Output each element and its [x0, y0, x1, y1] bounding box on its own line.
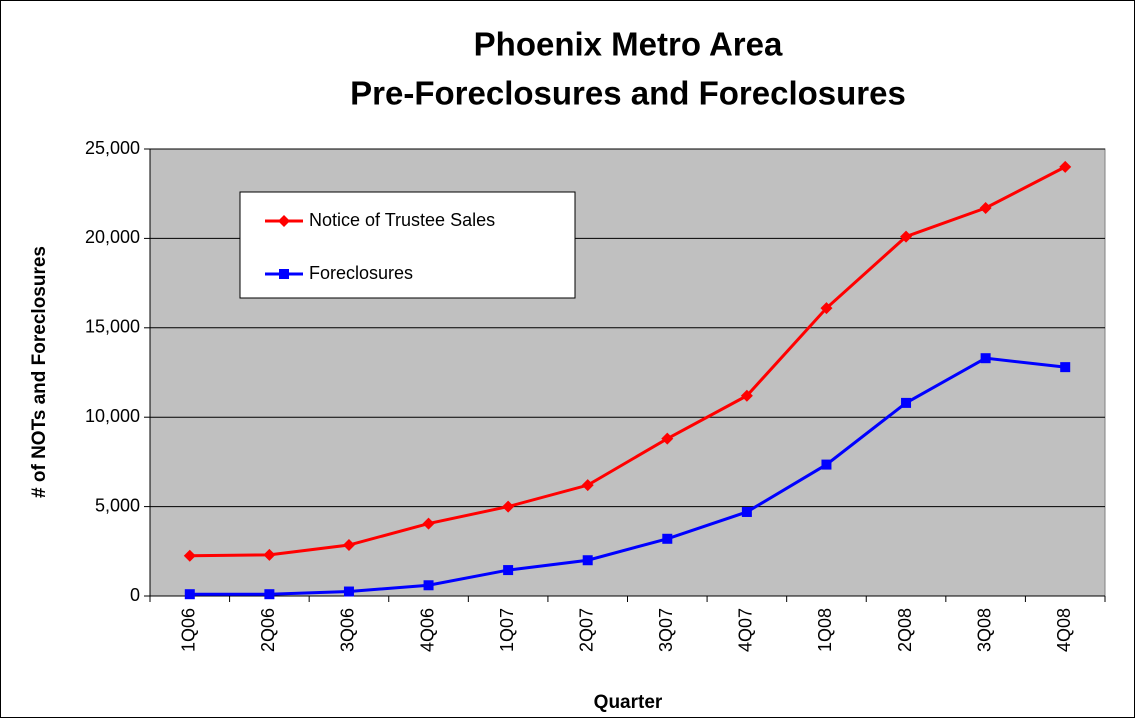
- y-tick-label: 10,000: [85, 406, 140, 426]
- x-tick-label: 1Q06: [179, 608, 199, 652]
- y-tick-label: 20,000: [85, 227, 140, 247]
- data-point: [342, 539, 355, 552]
- data-point: [263, 548, 276, 561]
- x-tick-label: 3Q06: [338, 608, 358, 652]
- data-point: [661, 432, 674, 445]
- data-point: [901, 397, 912, 408]
- series-line: [189, 356, 1066, 596]
- legend-marker: [279, 269, 289, 279]
- y-axis-title: # of NOTs and Foreclosures: [29, 246, 50, 498]
- data-point: [1060, 362, 1071, 373]
- y-tick-label: 25,000: [85, 138, 140, 158]
- data-point: [183, 549, 196, 562]
- data-point: [423, 580, 434, 591]
- data-point: [820, 302, 833, 315]
- y-tick-label: 15,000: [85, 317, 140, 337]
- data-point: [900, 230, 913, 243]
- x-tick-label: 1Q08: [815, 608, 835, 652]
- legend: [239, 191, 576, 299]
- data-point: [581, 479, 594, 492]
- data-point: [980, 353, 991, 364]
- x-tick-label: 4Q07: [736, 608, 756, 652]
- legend-label: Notice of Trustee Sales: [309, 210, 495, 230]
- data-point: [184, 589, 195, 600]
- x-tick-label: 4Q08: [1054, 608, 1074, 652]
- data-point: [343, 586, 354, 597]
- y-tick-label: 5,000: [95, 495, 140, 515]
- data-point: [740, 389, 753, 402]
- legend-marker: [278, 215, 290, 227]
- chart-title: Phoenix Metro Area: [474, 26, 783, 63]
- x-tick-label: 2Q07: [576, 608, 596, 652]
- data-point: [1059, 160, 1072, 173]
- data-point: [582, 555, 593, 566]
- data-point: [821, 459, 832, 470]
- data-point: [503, 565, 514, 576]
- x-tick-label: 3Q08: [974, 608, 994, 652]
- legend-label: Foreclosures: [309, 263, 413, 283]
- x-tick-label: 2Q08: [895, 608, 915, 652]
- data-point: [979, 202, 992, 215]
- series-line: [189, 165, 1066, 558]
- y-tick-label: 0: [130, 585, 140, 605]
- x-tick-label: 1Q07: [497, 608, 517, 652]
- x-axis-title: Quarter: [594, 692, 663, 713]
- x-tick-label: 3Q07: [656, 608, 676, 652]
- chart-title: Pre-Foreclosures and Foreclosures: [350, 75, 906, 112]
- data-point: [502, 500, 515, 513]
- data-point: [741, 506, 752, 517]
- data-point: [662, 533, 673, 544]
- x-tick-label: 2Q06: [258, 608, 278, 652]
- data-point: [264, 589, 275, 600]
- data-point: [422, 517, 435, 530]
- x-tick-label: 4Q06: [417, 608, 437, 652]
